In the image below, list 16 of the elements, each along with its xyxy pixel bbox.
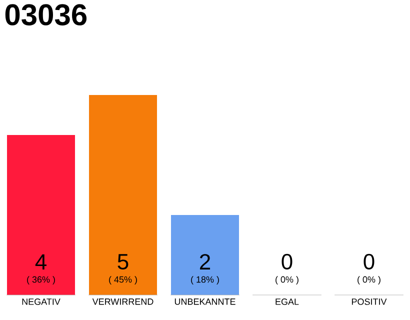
annotation: ( 45% ) [109, 276, 137, 284]
x-tick-label: POSITIV [352, 298, 387, 305]
x-tick-label: NEGATIV [22, 298, 60, 305]
data-label: 4 [35, 254, 46, 270]
data-label: 0 [282, 254, 292, 270]
x-tick-label: EGAL [276, 298, 299, 305]
x-tick-label: UNBEKANNTE [174, 298, 236, 305]
annotation: ( 0% ) [276, 276, 298, 284]
x-tick-label: VERWIRREND [92, 298, 154, 305]
data-label: 5 [118, 254, 128, 270]
data-label: 0 [364, 254, 374, 270]
annotation: ( 36% ) [27, 276, 55, 284]
annotation: ( 18% ) [191, 276, 219, 284]
chart-title: 03036 [5, 4, 87, 26]
data-label: 2 [200, 254, 210, 270]
annotation: ( 0% ) [358, 276, 380, 284]
